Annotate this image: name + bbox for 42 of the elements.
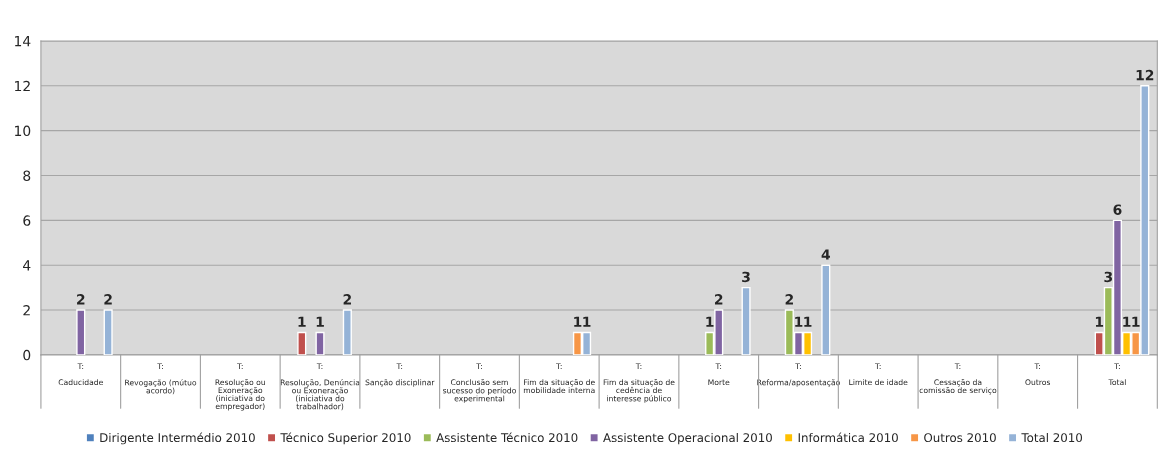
data-label: 1 — [574, 316, 582, 327]
bar — [76, 309, 86, 355]
data-label: 2 — [343, 294, 351, 305]
bar — [342, 309, 352, 355]
bar — [103, 309, 113, 355]
y-tick-label: 0 — [23, 349, 31, 361]
data-label: 1 — [795, 316, 803, 327]
data-label: 1 — [1123, 316, 1131, 327]
data-label: 2 — [785, 294, 793, 305]
y-tick-label: 2 — [23, 305, 30, 316]
data-label: 1 — [583, 316, 591, 327]
data-label: 1 — [1095, 316, 1104, 327]
y-tick-label: 6 — [23, 215, 31, 226]
y-tick-label: 10 — [15, 125, 31, 137]
legend-label: Assistente Operacional 2010 — [603, 432, 772, 445]
data-label: 1 — [316, 316, 324, 327]
data-label: 2 — [714, 294, 723, 305]
data-label: 1 — [804, 316, 812, 327]
bar — [315, 331, 325, 355]
data-label: 4 — [821, 249, 830, 260]
bar — [821, 264, 831, 355]
legend-label: Assistente Técnico 2010 — [436, 432, 578, 443]
data-label: 3 — [742, 271, 750, 283]
data-label: 1 — [1132, 316, 1140, 327]
y-tick-label: 14 — [15, 36, 31, 47]
data-label: 2 — [104, 294, 112, 305]
data-label: 3 — [1104, 271, 1113, 283]
y-tick-label: 8 — [23, 170, 31, 181]
legend-label: Total 2010 — [1021, 432, 1083, 443]
y-tick-label: 12 — [15, 80, 30, 92]
legend-label: Informática 2010 — [798, 432, 898, 443]
legend-label: Dirigente Intermédio 2010 — [100, 432, 255, 445]
data-label: 1 — [298, 316, 306, 327]
data-label: 12 — [1136, 69, 1154, 81]
bar — [297, 331, 307, 355]
data-label: 6 — [1113, 204, 1122, 215]
data-label: 2 — [77, 294, 85, 305]
data-label: 1 — [706, 316, 714, 327]
y-tick-label: 4 — [23, 260, 31, 271]
legend-label: Técnico Superior 2010 — [280, 432, 411, 445]
bar — [741, 286, 751, 355]
legend-label: Outros 2010 — [924, 433, 996, 443]
